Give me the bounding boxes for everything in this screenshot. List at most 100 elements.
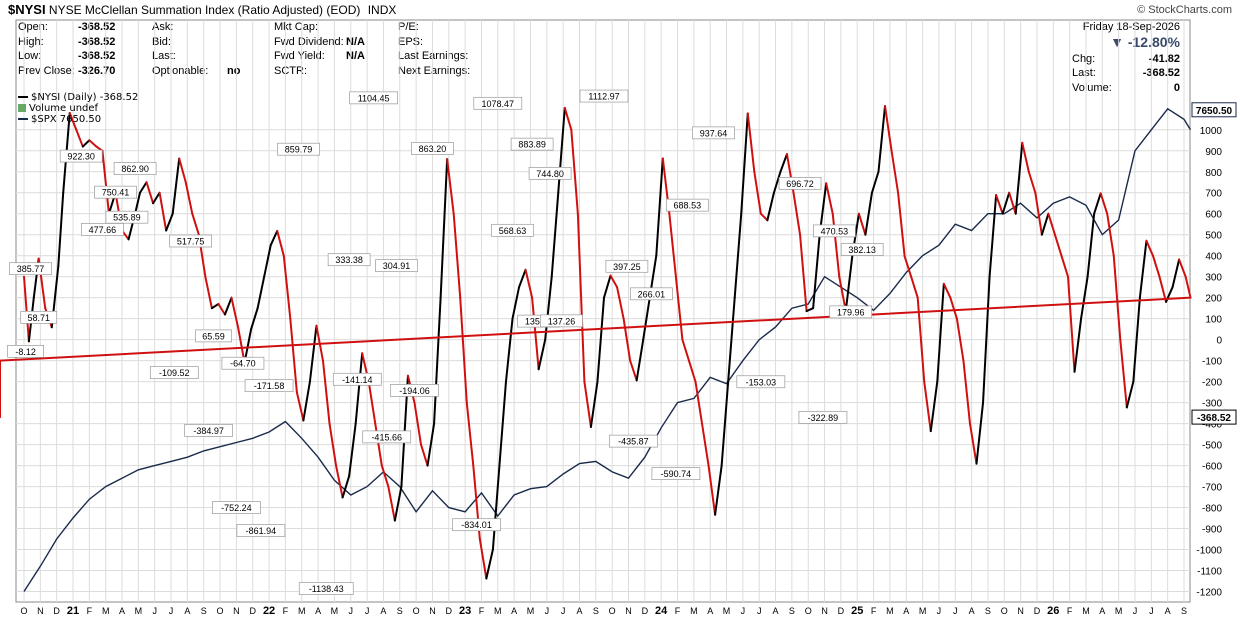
data-label-box (332, 372, 382, 386)
series-segment-nysi (563, 106, 573, 131)
quote-date: Friday 18-Sep-2026 (1082, 21, 1180, 33)
y-tick-label: -300 (1202, 399, 1222, 410)
x-tick-label: F (87, 606, 93, 616)
data-label: -415.66 (371, 432, 402, 442)
series-segment-nysi (975, 401, 985, 465)
series-segment-nysi (753, 170, 762, 215)
series-segment-nysi (1119, 338, 1128, 409)
legend-nysi: $NYSI (Daily) -368.52 (18, 92, 138, 103)
data-label: 179.96 (837, 307, 865, 317)
series-segment-nysi (642, 296, 651, 341)
data-label-box (840, 243, 884, 256)
x-tick-label: M (102, 606, 110, 616)
series-segment-nysi (772, 170, 782, 194)
data-label-box (169, 234, 212, 248)
data-label-box (491, 223, 534, 237)
series-segment-nysi (635, 338, 645, 382)
data-label: 688.53 (674, 201, 702, 211)
series-segment-nysi (707, 464, 717, 516)
series-segment-nysi (504, 317, 514, 383)
series-segment-nysi (289, 317, 298, 394)
series-segment-nysi (321, 359, 331, 425)
series-segment-nysi (733, 212, 743, 299)
last-value-nysi: -368.52 (1197, 413, 1231, 424)
data-label-box (94, 185, 137, 199)
series-segment-nysi (1138, 239, 1148, 299)
data-label: 517.75 (177, 236, 205, 246)
series-segment-nysi (420, 443, 429, 467)
series-segment-nysi (1034, 191, 1043, 236)
y-tick-label: -700 (1202, 483, 1222, 494)
series-segment-nysi (478, 538, 488, 580)
series-segment-nysi (903, 255, 913, 278)
x-tick-label: A (969, 606, 975, 616)
y-tick-label: 400 (1205, 252, 1222, 263)
x-tick-label: O (1001, 606, 1008, 616)
series-segment-nysi (1001, 191, 1011, 215)
data-label-box (9, 262, 52, 276)
x-tick-label: M (690, 606, 698, 616)
series-segment-nysi (439, 158, 449, 299)
data-label: -109.52 (159, 368, 190, 378)
x-tick-label: N (625, 606, 632, 616)
data-label-box (692, 126, 735, 140)
series-segment-nysi (1086, 212, 1096, 278)
data-label-box (452, 518, 501, 532)
x-tick-label: J (741, 606, 746, 616)
x-tick-label: 24 (655, 605, 668, 617)
series-segment-nysi (838, 275, 847, 312)
quote-label: SCTR: (274, 64, 307, 77)
x-tick-label: M (1082, 606, 1090, 616)
series-segment-nysi (250, 307, 259, 331)
series-segment-nysi (1132, 296, 1141, 383)
series-segment-nysi (655, 157, 664, 257)
series-segment-nysi (844, 254, 854, 312)
series-segment-nysi (165, 212, 174, 232)
quote-label: Optionable: (152, 64, 209, 77)
quote-row: Optionable: no (152, 64, 247, 79)
x-tick-label: J (561, 606, 566, 616)
data-label: 397.25 (613, 262, 641, 272)
data-label-box (579, 89, 629, 103)
x-tick-label: S (985, 606, 991, 616)
data-label: -153.03 (746, 377, 777, 387)
series-segment-nysi (701, 422, 710, 467)
legend-spx: $SPX 7650.50 (18, 114, 138, 125)
x-tick-label: A (707, 606, 713, 616)
data-label: 744.80 (536, 169, 564, 179)
series-segment-nysi (544, 275, 553, 341)
series-segment-nysi (609, 274, 619, 289)
series-segment-nysi (354, 352, 364, 425)
x-tick-label: M (1115, 606, 1123, 616)
quote-label: Last Earnings: (398, 50, 469, 62)
x-tick-label: F (283, 606, 289, 616)
quote-bid-ask: Ask: Bid: Last: Optionable: no (152, 20, 247, 78)
quote-label: Chg: (1072, 52, 1096, 65)
data-label: 535.89 (113, 213, 141, 223)
series-segment-nysi (524, 268, 534, 299)
series-segment-nysi (335, 464, 344, 499)
data-label: -64.70 (230, 359, 256, 369)
y-tick-label: -500 (1202, 441, 1222, 452)
data-label: 1104.45 (358, 93, 390, 103)
x-tick-label: 26 (1047, 605, 1059, 617)
data-label-box (665, 198, 709, 212)
series-segment-nysi (668, 212, 677, 278)
series-segment-nysi (367, 380, 377, 425)
series-segment-nysi (687, 359, 697, 383)
y-tick-label: -400 (1202, 420, 1222, 431)
series-segment-nysi (1099, 192, 1109, 215)
series-segment-nysi (929, 380, 939, 433)
series-segment-nysi (88, 139, 97, 148)
series-segment-nysi (237, 326, 246, 364)
series-segment-nysi (1112, 254, 1122, 341)
exchange: INDX (367, 3, 397, 17)
quote-label: Last: (1072, 67, 1096, 79)
series-segment-nysi (217, 302, 226, 316)
series-segment-nysi (570, 128, 579, 215)
series-segment-nysi (81, 139, 91, 148)
x-tick-label: D (838, 606, 845, 616)
x-tick-label: J (953, 606, 958, 616)
data-label-box (236, 524, 286, 537)
x-tick-label: S (1181, 606, 1187, 616)
